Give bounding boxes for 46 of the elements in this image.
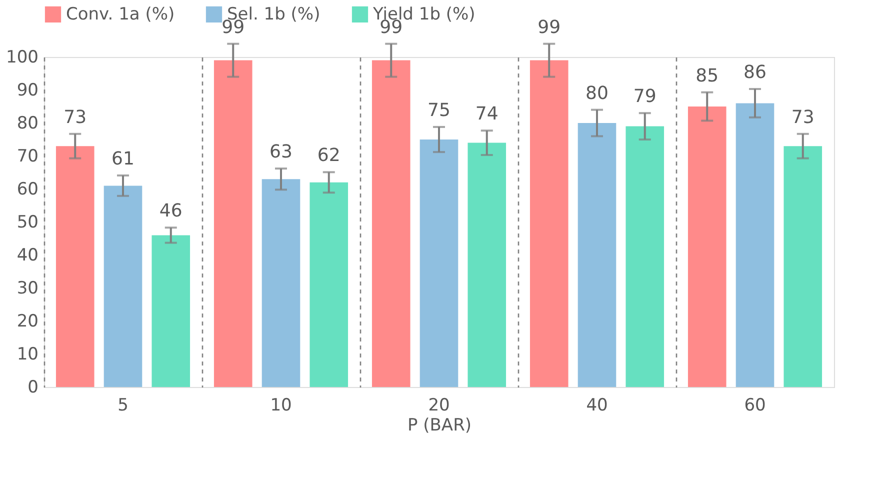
- bar: [784, 146, 822, 387]
- data-label: 75: [428, 100, 450, 121]
- y-tick-label: 0: [28, 378, 38, 398]
- bar: [688, 106, 726, 387]
- x-axis-title: P (BAR): [407, 416, 472, 436]
- bar: [578, 123, 616, 387]
- bar: [626, 126, 664, 387]
- y-tick-label: 90: [16, 80, 38, 100]
- bar: [104, 186, 142, 387]
- y-tick-label: 70: [16, 146, 38, 166]
- y-tick-label: 80: [16, 114, 38, 134]
- x-tick-label: 5: [118, 396, 128, 416]
- bar: [262, 179, 300, 387]
- y-tick-label: 60: [16, 180, 38, 200]
- data-label: 73: [64, 106, 87, 128]
- data-label: 73: [791, 106, 814, 128]
- bar: [56, 146, 94, 387]
- data-label: 63: [270, 142, 292, 163]
- data-label: 85: [696, 65, 719, 86]
- y-tick-label: 100: [6, 48, 38, 68]
- x-tick-label: 40: [586, 396, 608, 416]
- data-label: 74: [475, 104, 498, 125]
- legend-label: Conv. 1a (%): [66, 4, 175, 24]
- y-tick-label: 20: [16, 312, 38, 332]
- data-label: 61: [112, 148, 134, 170]
- x-tick-label: 20: [428, 396, 450, 416]
- data-label: 62: [317, 145, 340, 166]
- bar: [372, 60, 410, 387]
- bar: [530, 60, 568, 387]
- data-label: 46: [159, 200, 182, 222]
- bar: [736, 103, 774, 387]
- bar: [310, 182, 348, 387]
- y-tick-label: 40: [16, 246, 38, 266]
- x-tick-label: 10: [270, 396, 292, 416]
- data-label: 79: [633, 86, 656, 108]
- x-tick-label: 60: [744, 396, 766, 416]
- y-tick-label: 50: [16, 212, 38, 232]
- y-tick-label: 30: [16, 278, 38, 298]
- bar: [214, 60, 252, 387]
- bar: [420, 140, 458, 387]
- data-label: 99: [538, 16, 561, 38]
- data-label: 86: [744, 62, 766, 84]
- bar: [152, 235, 190, 387]
- data-label: 80: [586, 82, 608, 104]
- bar: [468, 142, 506, 387]
- y-tick-label: 10: [16, 344, 38, 364]
